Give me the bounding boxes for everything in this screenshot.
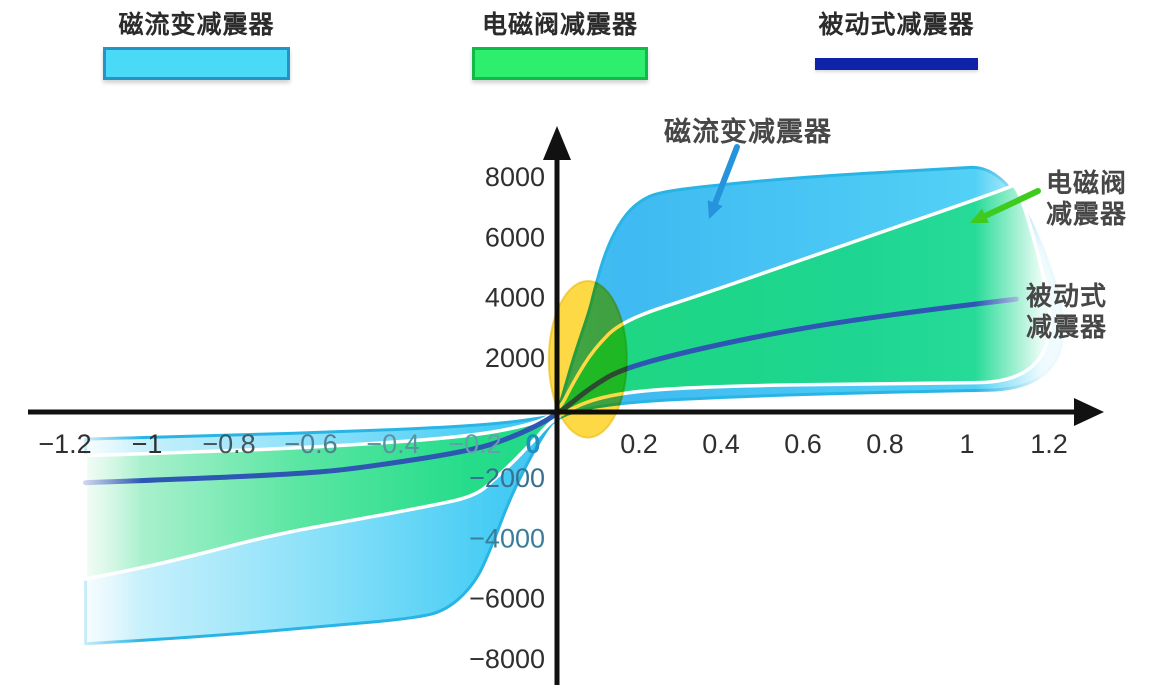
x-tick-label: −1.2 [38,429,91,459]
x-tick-label: −0.8 [202,429,255,459]
legend-item-mr-damper: 磁流变减震器 [103,5,290,80]
legend-label-mr-damper: 磁流变减震器 [118,11,275,39]
x-tick-label: −0.2 [448,429,501,459]
y-tick-label: −6000 [469,584,545,614]
left-fade [0,418,142,670]
annotation-passive-damper: 被动式 减震器 [1026,281,1108,342]
legend-label-valve-damper: 电磁阀减震器 [481,11,638,39]
x-tick-label: −0.6 [284,429,337,459]
x-tick-label: −0.4 [366,429,419,459]
x-tick-label: 1.2 [1030,429,1068,459]
x-tick-label: 1 [959,429,974,459]
y-tick-label: −2000 [469,463,545,493]
x-tick-label: 0.8 [866,429,904,459]
x-tick-label: 0.2 [620,429,658,459]
y-tick-label: 6000 [485,222,545,252]
valve-damper-arrow-icon [970,208,989,223]
x-tick-label: 0.4 [702,429,740,459]
legend-swatch-mr-damper [103,47,290,80]
annotation-valve-damper: 电磁阀 减震器 [1046,168,1128,229]
y-tick-labels: 8000 6000 4000 2000 −2000 −4000 −6000 −8000 [469,162,545,674]
x-tick-labels: −1.2 −1 −0.8 −0.6 −0.4 −0.2 0 0.2 0.4 0.6 0.8 1 1.2 [38,429,1067,459]
x-tick-label: 0 [525,429,540,459]
y-tick-label: −8000 [469,644,545,674]
annotation-mr-damper: 磁流变减震器 [664,117,832,147]
x-tick-label: −1 [132,429,163,459]
legend-swatch-passive-damper [815,58,978,70]
mr-damper-arrow-icon [707,200,723,219]
legend-item-valve-damper: 电磁阀减震器 [472,5,648,80]
valve-damper-arrow-icon [982,188,1041,219]
x-axis-arrow-icon [1074,398,1104,426]
y-tick-label: −4000 [469,523,545,553]
legend-item-passive-damper: 被动式减震器 [815,5,978,70]
passive-damper-line [83,296,1019,486]
legend-swatch-valve-damper [472,47,648,80]
y-axis-arrow-icon [543,126,571,160]
legend-label-passive-damper: 被动式减震器 [818,11,975,39]
x-tick-label: 0.6 [784,429,822,459]
y-tick-label: 8000 [485,162,545,192]
right-fade [975,130,1164,670]
y-tick-label: 4000 [485,283,545,313]
y-tick-label: 2000 [485,343,545,373]
low-speed-highlight-ellipse [547,280,628,439]
mr-damper-arrow-icon [712,144,740,207]
